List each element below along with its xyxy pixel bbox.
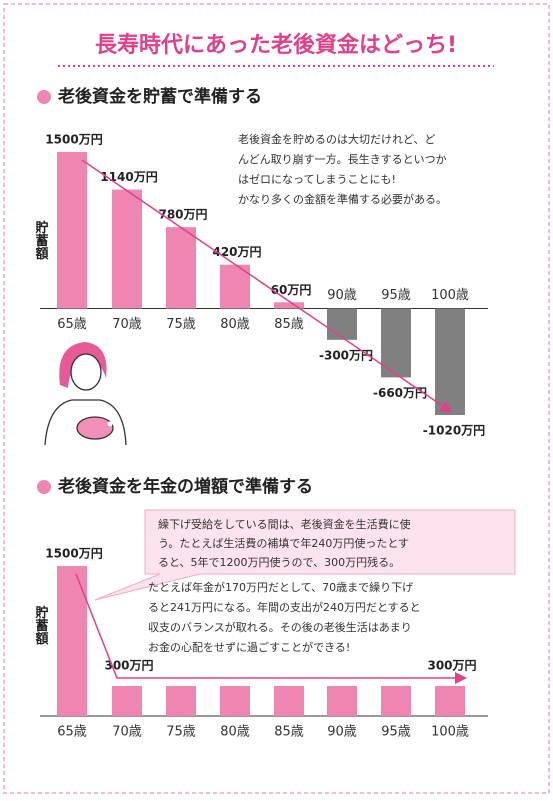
annotation: はゼロになってしまうことにも!	[238, 173, 396, 186]
value-label: -1020万円	[423, 424, 485, 438]
bar	[327, 686, 357, 716]
value-label: -300万円	[319, 348, 373, 362]
x-tick-label: 70歳	[112, 725, 142, 740]
callout-text: 繰下げ受給をしている間は、老後資金を生活費に使	[158, 517, 411, 531]
bar	[112, 686, 142, 716]
value-label: 420万円	[212, 245, 261, 259]
x-tick-label: 90歳	[327, 725, 357, 740]
annotation: 老後資金を貯めるのは大切だけれど、ど	[238, 132, 435, 146]
value-label: 1500万円	[45, 547, 102, 561]
bar	[57, 152, 87, 309]
callout-text: う。たとえば生活費の補填で年240万円使ったとす	[158, 536, 409, 550]
x-tick-label: 90歳	[327, 288, 357, 303]
x-tick-label: 95歳	[381, 288, 411, 303]
x-tick-label: 80歳	[220, 725, 250, 740]
value-label: 300万円	[104, 659, 153, 673]
x-tick-label: 85歳	[274, 317, 304, 332]
annotation: 収支のバランスが取れる。その後の老後生活はあまり	[148, 620, 412, 634]
trend-arrow	[81, 159, 453, 413]
bar	[327, 308, 357, 340]
x-tick-label: 75歳	[166, 725, 196, 740]
bar	[435, 308, 465, 415]
x-tick-label: 75歳	[166, 317, 196, 332]
trend-arrow	[75, 573, 467, 684]
bar	[220, 686, 250, 716]
value-label: 1140万円	[100, 170, 157, 184]
x-tick-label: 65歳	[57, 725, 87, 740]
section-heading: 老後資金を年金の増額で準備する	[57, 476, 313, 497]
value-label: 60万円	[271, 283, 312, 297]
bar	[435, 686, 465, 716]
bar	[381, 686, 411, 716]
y-axis-label: 貯蓄額	[33, 220, 50, 261]
page-title: 長寿時代にあった老後資金はどっち!	[95, 32, 457, 58]
annotation: んどん取り崩す一方。長生きするといつか	[238, 152, 447, 166]
value-label: 780万円	[158, 208, 207, 222]
y-axis-label: 貯蓄額	[33, 605, 50, 646]
bar	[166, 686, 196, 716]
annotation: たとえば年金が170万円だとして、70歳まで繰り下げ	[148, 580, 413, 594]
callout-box	[94, 509, 516, 601]
x-tick-label: 65歳	[57, 317, 87, 332]
x-tick-label: 80歳	[220, 317, 250, 332]
x-tick-label: 100歳	[431, 288, 469, 303]
section-heading: 老後資金を貯蓄で準備する	[57, 86, 262, 107]
person	[44, 342, 127, 446]
value-label: -660万円	[373, 386, 427, 400]
bar	[381, 308, 411, 378]
x-tick-label: 95歳	[381, 725, 411, 740]
bullet	[37, 90, 51, 104]
bar	[274, 686, 304, 716]
value-label: 1500万円	[45, 133, 102, 147]
bullet	[37, 480, 51, 494]
bar	[274, 302, 304, 309]
frame	[3, 3, 550, 794]
annotation: かなり多くの金額を準備する必要がある。	[238, 192, 447, 206]
callout-text: ると、5年で1200万円使うので、300万円残る。	[158, 555, 400, 569]
x-tick-label: 70歳	[112, 317, 142, 332]
bar	[112, 189, 142, 309]
annotation: ると241万円になる。年間の支出が240万円だとすると	[148, 600, 421, 614]
x-tick-label: 85歳	[274, 725, 304, 740]
value-label: 300万円	[427, 659, 476, 673]
bar	[166, 227, 196, 309]
annotation: お金の心配をせずに過ごすことができる!	[148, 640, 350, 654]
x-tick-label: 100歳	[431, 725, 469, 740]
